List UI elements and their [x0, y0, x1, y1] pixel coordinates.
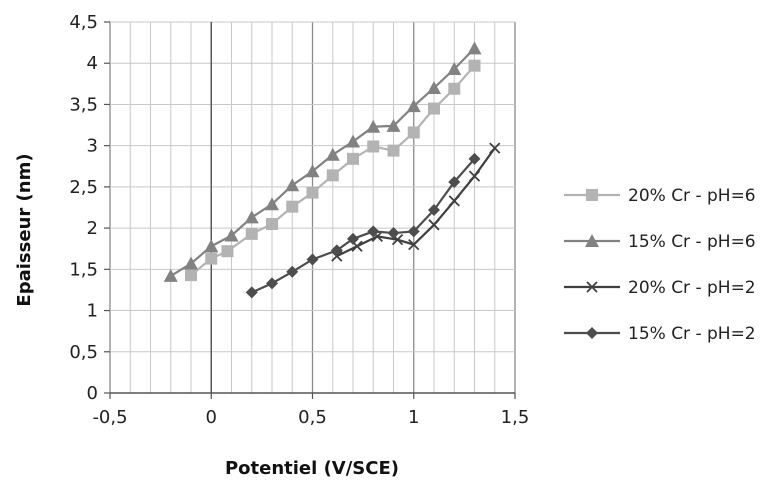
data-point	[204, 239, 219, 253]
y-tick-label: 3,5	[69, 94, 98, 115]
y-tick-label: 4	[87, 53, 98, 74]
data-point	[408, 238, 420, 251]
data-point	[326, 169, 339, 182]
data-point	[346, 134, 360, 148]
data-point	[468, 152, 481, 165]
y-tick-label: 2	[87, 218, 98, 239]
tick-labels: -0,5 0 0,5 1 1,5 0 0,5 1 1,5 2 2,5 3 3,5 4 4,5	[69, 12, 529, 428]
data-point	[244, 210, 259, 224]
data-point	[286, 200, 299, 213]
legend-marker	[586, 327, 598, 339]
data-point	[286, 265, 299, 278]
legend-item: 15% Cr - pH=6	[564, 232, 756, 252]
data-point	[366, 119, 381, 133]
legend: 20% Cr - pH=6 15% Cr - pH=6 20% Cr - pH=2 1…	[564, 186, 756, 344]
data-point	[305, 164, 320, 178]
data-point	[347, 152, 359, 165]
data-point	[467, 41, 482, 55]
data-point	[330, 244, 343, 257]
y-tick-label: 1	[87, 301, 98, 322]
series-3	[331, 142, 501, 262]
data-point	[407, 126, 420, 139]
grid	[109, 21, 516, 394]
x-marker-stroke	[489, 142, 501, 154]
data-point	[285, 178, 300, 192]
legend-item: 20% Cr - pH=6	[564, 186, 756, 206]
legend-marker	[586, 189, 598, 201]
data-point	[184, 256, 198, 270]
data-point	[427, 80, 441, 94]
legend-label: 15% Cr - pH=2	[628, 324, 756, 344]
data-point	[325, 147, 340, 161]
data-point	[428, 203, 440, 216]
data-point	[386, 118, 401, 132]
y-tick-label: 3	[87, 136, 98, 157]
axes	[104, 21, 516, 399]
data-point	[221, 245, 234, 258]
y-tick-label: 0	[87, 383, 98, 404]
data-point	[245, 286, 258, 299]
data-point	[306, 253, 319, 266]
data-point	[163, 268, 178, 282]
data-point	[205, 252, 218, 265]
x-marker-stroke	[351, 240, 363, 252]
data-point	[489, 142, 501, 154]
data-point	[265, 197, 279, 211]
legend-label: 20% Cr - pH=6	[628, 186, 756, 206]
data-point	[185, 269, 197, 282]
legend-label: 20% Cr - pH=2	[628, 278, 756, 298]
y-tick-label: 1,5	[69, 259, 98, 280]
data-point	[468, 170, 481, 182]
data-point	[387, 227, 400, 240]
data-point	[347, 232, 359, 245]
data-point	[448, 175, 461, 188]
x-tick-label: 0	[206, 407, 217, 428]
legend-item: 20% Cr - pH=2	[564, 278, 756, 298]
data-point	[367, 140, 380, 153]
y-tick-label: 0,5	[69, 342, 98, 363]
x-axis-title: Potentiel (V/SCE)	[225, 458, 399, 479]
series-1	[185, 59, 481, 282]
data-point	[428, 219, 440, 231]
series-layer	[163, 41, 501, 299]
data-point	[367, 225, 380, 238]
x-tick-label: 0,5	[298, 407, 327, 428]
data-point	[428, 102, 440, 115]
data-point	[448, 82, 461, 95]
data-point	[448, 195, 460, 207]
y-tick-label: 4,5	[69, 12, 98, 33]
y-tick-label: 2,5	[69, 177, 98, 198]
data-point	[266, 217, 278, 230]
x-marker-stroke	[428, 219, 440, 231]
x-marker-stroke	[448, 195, 460, 207]
data-point	[245, 227, 258, 240]
x-marker-stroke	[468, 170, 481, 182]
x-tick-label: 1	[408, 407, 419, 428]
legend-label: 15% Cr - pH=6	[628, 232, 756, 252]
data-point	[468, 59, 481, 72]
legend-marker	[586, 281, 598, 293]
x-tick-label: 1,5	[501, 407, 530, 428]
x-marker-stroke	[586, 281, 598, 293]
data-point	[224, 228, 239, 242]
data-point	[387, 144, 400, 157]
legend-item: 15% Cr - pH=2	[564, 324, 756, 344]
data-point	[406, 99, 421, 113]
data-point	[447, 61, 462, 75]
x-tick-label: -0,5	[92, 407, 127, 428]
data-point	[266, 277, 278, 290]
y-axis-title: Epaisseur (nm)	[14, 153, 35, 306]
series-4	[245, 152, 481, 299]
x-marker-stroke	[408, 238, 420, 251]
series-2	[163, 41, 482, 282]
data-point	[306, 186, 319, 199]
data-point	[407, 225, 420, 238]
x-marker-stroke	[391, 234, 404, 246]
legend-marker	[585, 234, 599, 247]
series-line	[251, 158, 476, 294]
series-line	[170, 47, 476, 277]
